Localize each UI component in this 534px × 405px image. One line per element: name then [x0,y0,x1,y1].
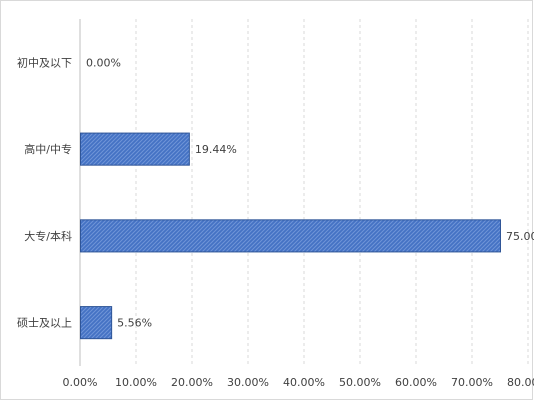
category-label: 高中/中专 [24,142,72,156]
data-label: 19.44% [195,143,237,156]
category-label: 硕士及以上 [17,317,72,330]
x-tick-label: 70.00% [451,376,493,389]
x-tick-label: 50.00% [339,376,381,389]
x-tick-label: 40.00% [283,376,325,389]
x-tick-label: 80.00% [507,376,534,389]
x-tick-label: 10.00% [115,376,157,389]
data-label: 0.00% [86,56,121,69]
x-tick-label: 60.00% [395,376,437,389]
x-tick-label: 20.00% [171,376,213,389]
bar [80,132,190,166]
data-label: 75.00% [506,230,534,243]
bar [80,219,501,253]
x-tick-label: 30.00% [227,376,269,389]
bar [80,306,113,340]
data-label: 5.56% [117,317,152,330]
category-label: 初中及以下 [17,55,72,69]
x-tick-label: 0.00% [63,376,98,389]
category-label: 大专/本科 [24,229,72,243]
